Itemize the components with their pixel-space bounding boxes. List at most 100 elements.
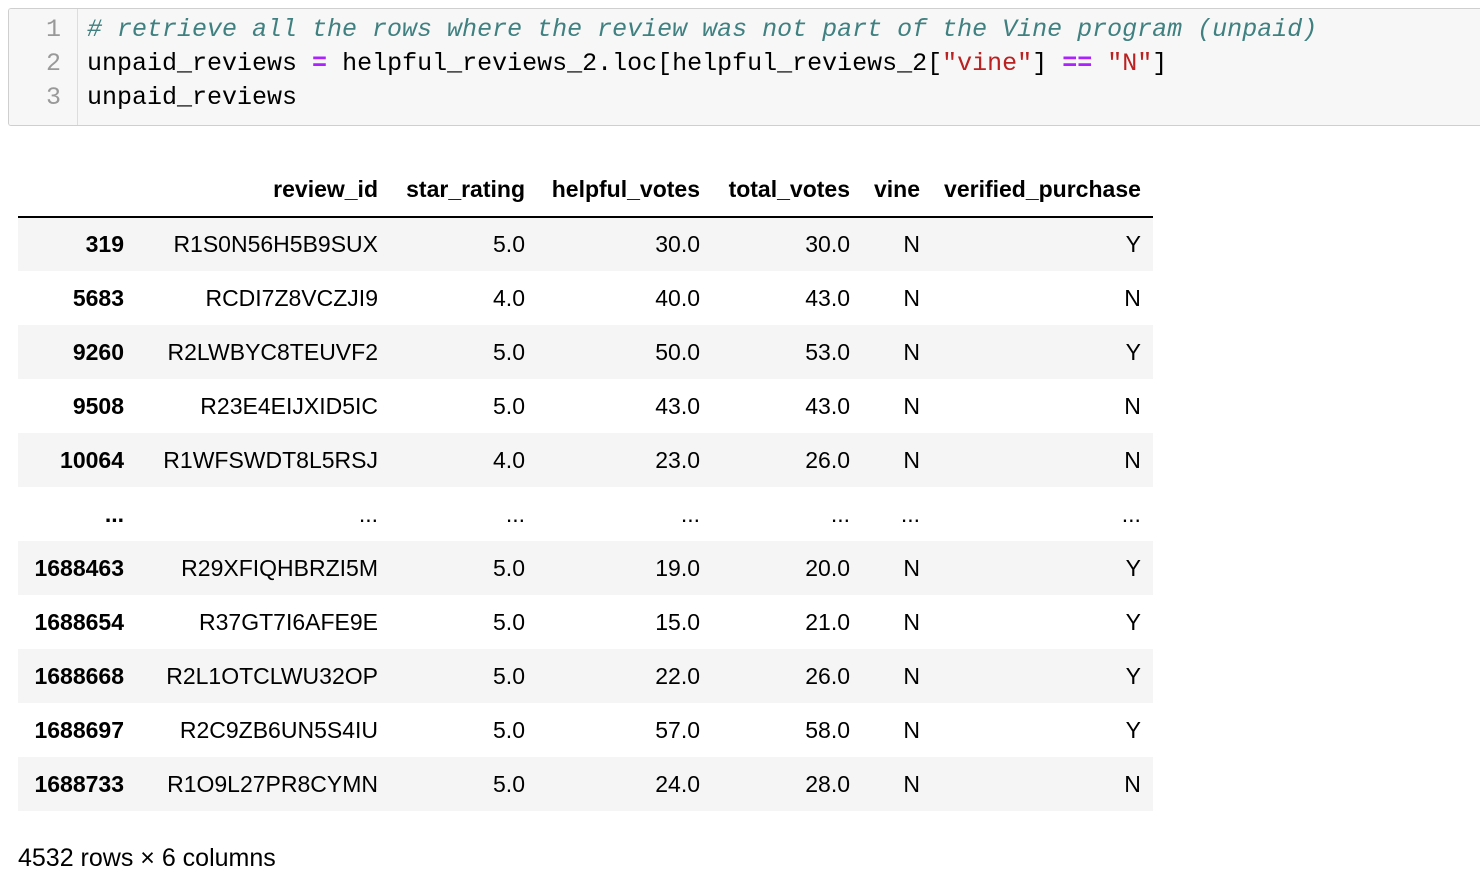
cell-star-rating: 5.0 <box>493 392 525 419</box>
cell-verified-purchase: Y <box>1125 608 1141 635</box>
cell-verified-purchase: Y <box>1125 338 1141 365</box>
dataframe-table: review_id star_rating helpful_votes tota… <box>18 163 1153 811</box>
cell-vine: N <box>903 770 921 797</box>
header-row: review_id star_rating helpful_votes tota… <box>18 163 1153 218</box>
table-row: 9260 R2LWBYC8TEUVF2 5.0 50.0 53.0 N Y <box>18 325 1153 379</box>
cell-vine: N <box>903 284 921 311</box>
cell-verified-purchase: Y <box>1125 662 1141 689</box>
cell-star-rating: 4.0 <box>493 446 525 473</box>
code-line-1[interactable]: # retrieve all the rows where the review… <box>87 13 1317 47</box>
cell-helpful-votes: 57.0 <box>655 716 700 743</box>
code-string: "N" <box>1107 49 1153 78</box>
cell-helpful-votes: ... <box>680 500 700 527</box>
line-number-gutter: 1 2 3 <box>9 9 78 125</box>
cell-vine: N <box>903 338 921 365</box>
cell-vine: N <box>903 662 921 689</box>
table-row: 9508 R23E4EIJXID5IC 5.0 43.0 43.0 N N <box>18 379 1153 433</box>
line-number: 3 <box>45 83 61 112</box>
cell-star-rating: 5.0 <box>493 608 525 635</box>
code-line-2[interactable]: unpaid_reviews = helpful_reviews_2.loc[h… <box>87 47 1167 81</box>
table-header: review_id star_rating helpful_votes tota… <box>18 163 1153 218</box>
cell-star-rating: 4.0 <box>493 284 525 311</box>
code-token <box>1092 49 1107 78</box>
table-row: 1688733 R1O9L27PR8CYMN 5.0 24.0 28.0 N N <box>18 757 1153 811</box>
cell-verified-purchase: Y <box>1125 231 1141 257</box>
table-row: 1688654 R37GT7I6AFE9E 5.0 15.0 21.0 N Y <box>18 595 1153 649</box>
index-header <box>18 163 136 218</box>
code-line-3[interactable]: unpaid_reviews <box>87 81 297 115</box>
cell-star-rating: 5.0 <box>493 770 525 797</box>
cell-helpful-votes: 15.0 <box>655 608 700 635</box>
cell-review-id: R2L1OTCLWU32OP <box>166 662 378 689</box>
cell-total-votes: 43.0 <box>805 284 850 311</box>
cell-review-id: R37GT7I6AFE9E <box>199 608 378 635</box>
row-index: ... <box>104 500 124 527</box>
row-index: 9508 <box>72 392 124 419</box>
cell-review-id: RCDI7Z8VCZJI9 <box>205 284 378 311</box>
row-index: 1688654 <box>34 608 124 635</box>
cell-review-id: R2C9ZB6UN5S4IU <box>179 716 378 743</box>
cell-review-id: R1O9L27PR8CYMN <box>167 770 378 797</box>
row-index: 1688668 <box>34 662 124 689</box>
code-operator: == <box>1062 49 1093 78</box>
cell-review-id: R23E4EIJXID5IC <box>200 392 378 419</box>
cell-verified-purchase: N <box>1124 284 1141 311</box>
table-row: 5683 RCDI7Z8VCZJI9 4.0 40.0 43.0 N N <box>18 271 1153 325</box>
table-row: 1688668 R2L1OTCLWU32OP 5.0 22.0 26.0 N Y <box>18 649 1153 703</box>
table-row: 1688697 R2C9ZB6UN5S4IU 5.0 57.0 58.0 N Y <box>18 703 1153 757</box>
column-header-vine: vine <box>862 163 933 218</box>
row-index: 1688733 <box>34 770 124 797</box>
cell-total-votes: 28.0 <box>805 770 850 797</box>
cell-review-id: R2LWBYC8TEUVF2 <box>167 338 378 365</box>
cell-star-rating: 5.0 <box>493 231 525 257</box>
cell-vine: ... <box>900 500 921 527</box>
cell-review-id: R1WFSWDT8L5RSJ <box>163 446 378 473</box>
cell-helpful-votes: 40.0 <box>655 284 700 311</box>
code-cell-input[interactable]: 1 2 3 # retrieve all the rows where the … <box>8 8 1480 126</box>
cell-star-rating: 5.0 <box>493 554 525 581</box>
cell-vine: N <box>903 608 921 635</box>
cell-total-votes: 58.0 <box>805 716 850 743</box>
cell-vine: N <box>903 446 921 473</box>
table-row: 1688463 R29XFIQHBRZI5M 5.0 19.0 20.0 N Y <box>18 541 1153 595</box>
row-index: 1688463 <box>34 554 124 581</box>
code-token: ] <box>1152 49 1168 78</box>
cell-review-id: R29XFIQHBRZI5M <box>181 554 378 581</box>
line-number: 1 <box>45 15 61 44</box>
cell-star-rating: ... <box>505 500 525 527</box>
cell-helpful-votes: 19.0 <box>655 554 700 581</box>
table-row: 319 R1S0N56H5B9SUX 5.0 30.0 30.0 N Y <box>18 217 1153 271</box>
row-index: 10064 <box>60 446 124 473</box>
cell-total-votes: ... <box>830 500 850 527</box>
table-row: 10064 R1WFSWDT8L5RSJ 4.0 23.0 26.0 N N <box>18 433 1153 487</box>
dataframe-shape-summary: 4532 rows × 6 columns <box>18 844 276 872</box>
cell-verified-purchase: Y <box>1125 716 1141 743</box>
cell-helpful-votes: 43.0 <box>655 392 700 419</box>
cell-total-votes: 21.0 <box>805 608 850 635</box>
cell-vine: N <box>903 554 921 581</box>
cell-helpful-votes: 30.0 <box>655 231 700 257</box>
cell-total-votes: 26.0 <box>805 662 850 689</box>
column-header-total-votes: total_votes <box>712 163 862 218</box>
cell-helpful-votes: 24.0 <box>655 770 700 797</box>
cell-total-votes: 53.0 <box>805 338 850 365</box>
code-string: "vine" <box>942 49 1033 78</box>
cell-review-id: ... <box>358 500 378 527</box>
cell-helpful-votes: 23.0 <box>655 446 700 473</box>
cell-total-votes: 30.0 <box>805 231 850 257</box>
cell-review-id: R1S0N56H5B9SUX <box>173 231 378 257</box>
cell-star-rating: 5.0 <box>493 338 525 365</box>
cell-verified-purchase: N <box>1124 392 1141 419</box>
cell-verified-purchase: Y <box>1125 554 1141 581</box>
cell-star-rating: 5.0 <box>493 662 525 689</box>
line-number: 2 <box>45 49 61 78</box>
column-header-verified-purchase: verified_purchase <box>932 163 1153 218</box>
cell-total-votes: 20.0 <box>805 554 850 581</box>
code-token: helpful_reviews_2.loc[helpful_reviews_2[ <box>327 49 943 78</box>
cell-helpful-votes: 50.0 <box>655 338 700 365</box>
row-index: 319 <box>85 231 124 257</box>
cell-verified-purchase: N <box>1124 770 1141 797</box>
row-index: 1688697 <box>34 716 124 743</box>
cell-verified-purchase: N <box>1124 446 1141 473</box>
table-row: ..................... <box>18 487 1153 541</box>
